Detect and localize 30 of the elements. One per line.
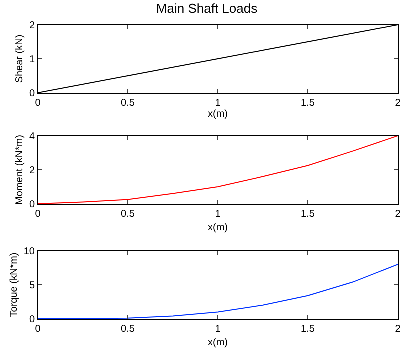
x-tick-label: 2	[395, 209, 402, 220]
line-series	[38, 264, 398, 319]
x-tick-label: 1	[215, 324, 222, 335]
y-tick-label: 2	[29, 20, 36, 32]
y-tick-label: 1	[29, 54, 36, 66]
y-axis-title: Moment (kN*m)	[14, 134, 26, 206]
y-tick-label: 0	[29, 200, 36, 210]
chart-title: Main Shaft Loads	[156, 1, 258, 16]
y-tick-label: 0	[29, 314, 36, 326]
line-series	[38, 136, 398, 204]
x-axis-title: x(m)	[208, 338, 228, 348]
x-tick-label: 1.5	[301, 324, 316, 335]
x-tick-label: 0.5	[121, 209, 136, 220]
y-axis-title: Torque (kN*m)	[8, 252, 20, 318]
x-tick-label: 1.5	[301, 98, 316, 109]
x-tick-label: 2	[395, 324, 402, 335]
x-tick-label: 1	[215, 209, 222, 220]
y-axis-title: Shear (kN)	[14, 34, 26, 84]
x-tick-label: 0.5	[121, 98, 136, 109]
x-axis-title: x(m)	[208, 109, 228, 120]
x-axis-title: x(m)	[208, 222, 228, 234]
x-tick-label: 2	[395, 98, 402, 109]
x-tick-label: 1.5	[301, 209, 316, 220]
x-tick-label: 0.5	[121, 324, 136, 335]
y-tick-label: 0	[29, 88, 36, 100]
y-tick-label: 4	[29, 132, 36, 142]
y-tick-label: 10	[24, 246, 36, 258]
y-tick-label: 5	[29, 280, 36, 292]
x-tick-label: 1	[215, 98, 222, 109]
y-tick-label: 2	[29, 166, 36, 176]
